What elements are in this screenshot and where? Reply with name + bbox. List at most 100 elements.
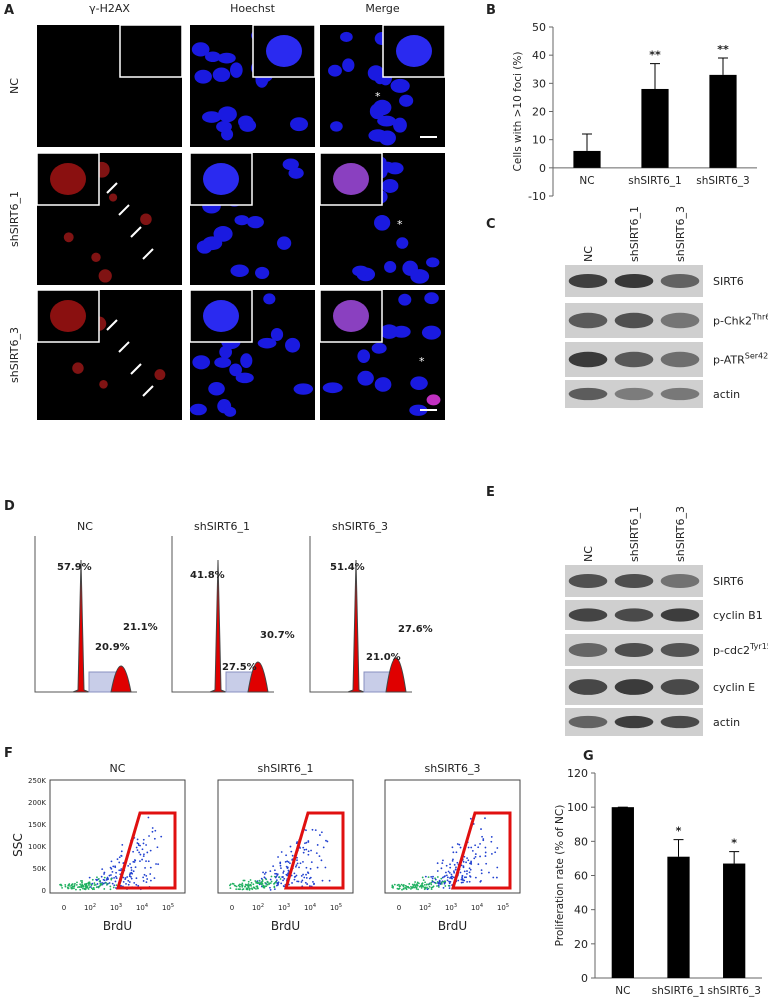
event-dot	[494, 851, 497, 854]
event-dot	[93, 884, 96, 886]
tick-exp: 2	[93, 903, 96, 909]
event-dot	[465, 861, 467, 864]
event-dot	[247, 883, 250, 885]
event-dot	[451, 875, 454, 878]
band-label: p-cdc2Tyr15	[713, 642, 768, 657]
histogram-g1	[72, 559, 90, 693]
event-dot	[311, 828, 314, 831]
event-dot	[430, 875, 433, 878]
event-dot	[298, 866, 300, 869]
event-dot	[263, 873, 266, 875]
row-label: shSIRT6_1	[8, 191, 21, 247]
x-tick-label: 0	[397, 904, 401, 912]
gate	[283, 811, 345, 890]
event-dot	[441, 881, 443, 883]
event-dot	[401, 888, 403, 891]
event-dot	[110, 867, 113, 870]
event-dot	[64, 885, 67, 888]
event-dot	[81, 880, 84, 882]
nucleus	[212, 67, 231, 82]
y-tick-label: 40	[532, 49, 546, 62]
tick-base: 0	[230, 904, 234, 912]
event-dot	[97, 878, 100, 880]
band-name: actin	[713, 716, 740, 729]
event-dot	[316, 844, 319, 846]
event-dot	[276, 873, 279, 876]
x-axis-label: BrdU	[438, 919, 467, 933]
event-dot	[305, 873, 307, 876]
event-dot	[293, 878, 296, 881]
nucleus	[202, 111, 222, 123]
panel-label: B	[486, 3, 496, 18]
event-dot	[408, 883, 411, 885]
event-dot	[463, 870, 466, 873]
significance: **	[717, 43, 729, 56]
event-dot	[248, 887, 251, 890]
event-dot	[97, 886, 100, 889]
histogram-g1	[347, 559, 365, 693]
event-dot	[420, 886, 423, 889]
nucleus	[384, 261, 397, 273]
event-dot	[436, 870, 439, 872]
event-dot	[318, 855, 321, 858]
event-dot	[115, 884, 118, 887]
event-dot	[442, 859, 444, 862]
event-dot	[316, 866, 319, 869]
event-dot	[135, 846, 138, 849]
event-dot	[269, 888, 272, 891]
event-dot	[74, 882, 76, 885]
event-dot	[144, 867, 146, 869]
event-dot	[480, 869, 483, 872]
event-dot	[264, 871, 267, 874]
event-dot	[423, 886, 426, 889]
event-dot	[254, 880, 257, 882]
y-tick-label: 30	[532, 77, 546, 90]
panel-label: G	[583, 749, 594, 764]
event-dot	[245, 884, 248, 886]
event-dot	[73, 884, 76, 887]
event-dot	[60, 884, 63, 887]
event-dot	[467, 846, 470, 849]
nucleus	[410, 269, 430, 284]
nucleus	[235, 372, 254, 384]
tick-base: 10	[330, 904, 339, 912]
gate	[115, 811, 177, 890]
event-dot	[110, 877, 113, 880]
event-dot	[285, 854, 288, 857]
event-dot	[91, 882, 94, 885]
event-dot	[275, 884, 278, 887]
significance: *	[676, 825, 682, 838]
event-dot	[304, 842, 306, 845]
event-dot	[127, 864, 130, 867]
event-dot	[415, 886, 418, 889]
event-dot	[149, 849, 152, 852]
event-dot	[277, 856, 279, 858]
event-dot	[266, 883, 269, 886]
event-dot	[102, 882, 105, 885]
band	[660, 573, 700, 589]
x-tick-label: 104	[136, 903, 148, 912]
inset-nucleus	[333, 300, 369, 332]
event-dot	[115, 871, 118, 874]
event-dot	[112, 865, 115, 868]
event-dot	[275, 875, 278, 878]
event-dot	[321, 879, 324, 882]
event-dot	[416, 884, 419, 887]
nucleus	[340, 31, 353, 43]
event-dot	[263, 876, 266, 879]
y-tick-label: 200K	[28, 799, 46, 807]
y-tick-label: 40	[574, 904, 588, 917]
tick-exp: 4	[480, 903, 483, 909]
nucleus	[410, 376, 428, 390]
event-dot	[426, 888, 429, 891]
nucleus	[352, 265, 369, 277]
band	[568, 312, 608, 329]
event-dot	[121, 844, 124, 846]
tick-exp: 5	[506, 903, 509, 909]
plot-frame	[217, 779, 354, 894]
event-dot	[482, 839, 485, 842]
nucleus	[379, 324, 399, 339]
y-tick-label: 0	[581, 972, 588, 985]
band	[660, 387, 700, 401]
nucleus	[290, 117, 309, 132]
